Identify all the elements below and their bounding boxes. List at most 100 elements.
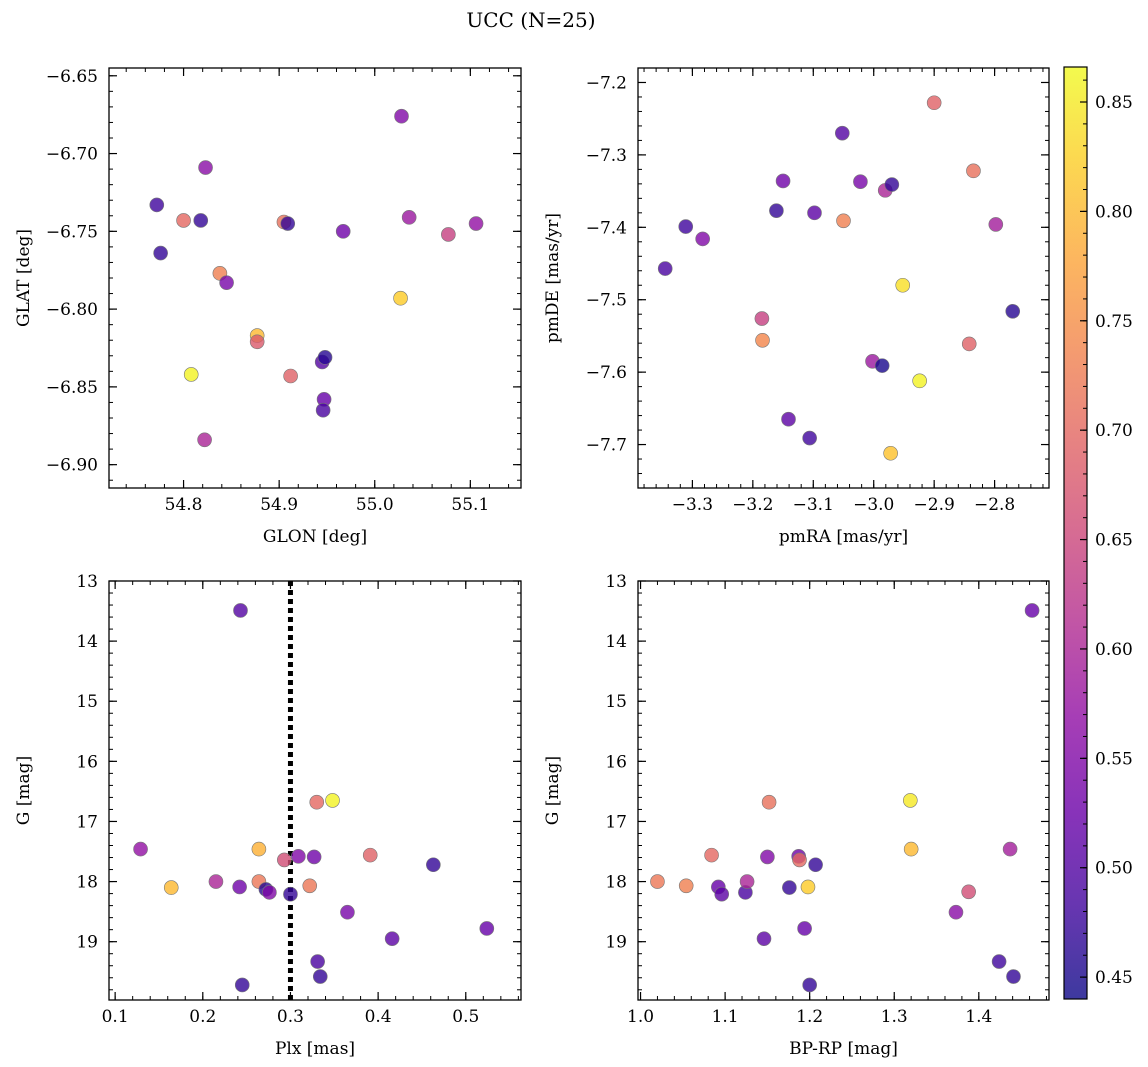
data-point [197,432,212,448]
data-point [678,219,694,234]
data-point [836,213,851,229]
data-point [183,367,199,382]
data-point [756,931,772,946]
x-axis-label: BP-RP [mag] [789,1039,898,1059]
data-point [769,203,784,218]
data-point [280,216,296,231]
data-point [678,878,694,894]
x-tick-label: −3.3 [672,495,713,515]
y-axis-label: GLAT [deg] [14,229,34,327]
x-axis-label: pmRA [mas/yr] [779,527,908,547]
panel-1: 54.8 54.9 55.0 55.1 −6.90 −6.85 −6.80 −6.75 −6.7… [14,67,522,547]
data-point [800,879,816,895]
y-tick-label: −6.90 [46,456,98,476]
y-axis-label: G [mag] [543,756,563,825]
data-point [903,793,918,808]
data-point [208,874,224,889]
data-point [781,411,796,427]
data-point [883,445,898,461]
data-point [797,921,812,936]
scatter-points [133,603,495,993]
data-point [755,332,770,348]
x-tick-label: 0.3 [277,1007,304,1027]
data-point [1024,603,1040,618]
y-tick-label: 15 [605,692,627,712]
data-point [232,879,247,895]
y-tick-label: 16 [605,752,627,772]
data-point [1002,841,1018,857]
x-tick-label: −2.9 [914,495,955,515]
data-point [874,358,890,373]
data-point [966,163,981,179]
data-point [802,977,817,993]
colorbar-ticks: 0.45 0.50 0.55 0.60 0.65 0.70 0.75 0.80 0.85 [1080,79,1133,1000]
x-tick-label: 1.0 [627,1007,654,1027]
data-point [149,197,165,213]
y-tick-label: −7.5 [586,291,627,311]
data-point [283,886,298,902]
data-point [312,969,328,984]
y-axis-label: pmDE [mas/yr] [543,213,563,343]
data-point [834,125,850,141]
x-axis-label: GLON [deg] [263,527,367,547]
data-point [704,847,719,863]
y-tick-label: −6.65 [46,67,98,87]
x-tick-label: 1.1 [712,1007,739,1027]
colorbar-tick-label: 0.85 [1095,93,1133,113]
colorbar: 0.45 0.50 0.55 0.60 0.65 0.70 0.75 0.80 0.85 [1063,66,1133,1000]
colorbar-tick-label: 0.45 [1095,968,1133,988]
data-point [808,857,823,873]
y-axis-label: G [mag] [14,756,34,825]
y-tick-label: −6.70 [46,145,98,165]
x-tick-label: 54.9 [260,495,298,515]
data-point [792,852,807,868]
data-point [233,603,248,618]
data-point [903,841,919,857]
y-tick-label: 18 [605,873,627,893]
data-point [315,402,331,418]
data-point [384,931,400,946]
data-point [468,216,484,231]
y-tick-label: 19 [605,933,627,953]
data-point [325,793,340,808]
data-point [657,261,673,276]
data-point [1006,969,1021,984]
y-tick-label: −7.3 [586,146,627,166]
colorbar-tick-label: 0.70 [1095,421,1133,441]
y-tick-label: 16 [76,752,98,772]
scatter-points [650,603,1040,993]
data-point [219,275,234,290]
y-tick-label: −6.85 [46,378,98,398]
y-tick-label: −7.2 [586,73,627,93]
panel-2: −3.3 −3.2 −3.1 −3.0 −2.9 −2.8 −7.7 −7.6 −7.5 −7.4… [543,67,1050,547]
y-tick-label: 13 [605,572,627,592]
data-point [193,213,209,228]
data-point [695,231,710,247]
x-tick-label: 1.4 [965,1007,992,1027]
data-point [754,311,770,326]
scatter-points [149,108,484,448]
data-point [176,213,191,228]
x-tick-label: 55.0 [356,495,394,515]
x-tick-label: 54.8 [165,495,203,515]
colorbar-tick-label: 0.50 [1095,859,1133,879]
data-point [426,857,441,873]
data-point [912,373,927,389]
data-point [853,174,868,189]
data-point [782,880,797,895]
x-axis-label: Plx [mas] [275,1039,355,1059]
colorbar-tick-label: 0.75 [1095,312,1133,332]
data-point [761,794,777,810]
data-point [650,874,665,889]
x-tick-label: −3.2 [732,495,773,515]
data-point [948,904,964,920]
y-tick-label: −7.4 [586,218,627,238]
x-tick-label: −3.0 [853,495,894,515]
data-point [310,954,325,969]
data-point [401,210,417,225]
y-tick-label: 19 [76,933,98,953]
y-tick-label: 17 [76,812,98,832]
y-tick-label: −7.7 [586,436,627,456]
data-point [895,277,911,293]
colorbar-tick-label: 0.55 [1095,749,1133,769]
